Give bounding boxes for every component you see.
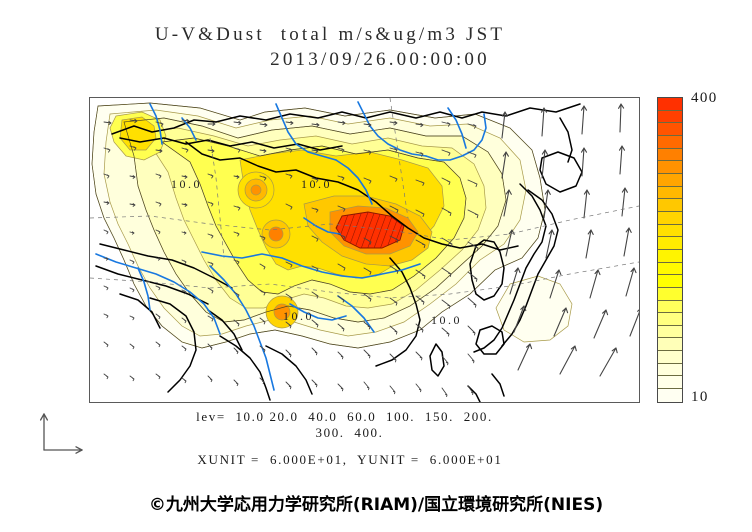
- colorbar-segment: [658, 199, 682, 212]
- colorbar-gradient[interactable]: [657, 97, 683, 403]
- contour-label-layer: 10.0 10.0 10.0 10.0: [171, 177, 462, 327]
- axis-unit-label: XUNIT = 6.000E+01, YUNIT = 6.000E+01: [197, 452, 503, 467]
- vector-scale-icon: [39, 413, 83, 454]
- contour-label: 10.0: [171, 177, 202, 191]
- dust-concentration-map: 10.0 10.0 10.0 10.0: [90, 98, 639, 402]
- contour-level-line-2: 300. 400.: [315, 425, 384, 440]
- colorbar-segment: [658, 249, 682, 263]
- colorbar-min-label: 10: [691, 389, 709, 405]
- dust-contour-fills: [91, 102, 573, 349]
- colorbar-segment: [658, 186, 682, 200]
- chart-title-block: U-V&Dust total m/s&ug/m3 JST 2013/09/26.…: [0, 22, 660, 72]
- copyright-credit: ©九州大学応用力学研究所(RIAM)/国立環境研究所(NIES): [148, 495, 604, 515]
- contour-level-line-1: lev= 10.0 20.0 40.0 60.0 100. 150. 200.: [196, 409, 493, 424]
- contour-label: 10.0: [283, 309, 314, 323]
- colorbar-segment: [658, 224, 682, 238]
- colorbar-max-label: 400: [691, 90, 718, 106]
- chart-title-line-1: U-V&Dust total m/s&ug/m3 JST: [154, 24, 506, 45]
- map-plot-frame[interactable]: 10.0 10.0 10.0 10.0: [89, 97, 640, 403]
- wind-vector-field: [103, 103, 639, 398]
- contour-label: 10.0: [301, 177, 332, 191]
- colorbar-segment: [658, 135, 682, 149]
- colorbar-segment: [658, 98, 682, 111]
- colorbar-legend[interactable]: 400 10: [657, 90, 716, 405]
- colorbar-segment: [658, 389, 682, 402]
- colorbar-segment: [658, 148, 682, 162]
- colorbar-segment: [658, 325, 682, 339]
- dust-contour-lines: [91, 102, 546, 349]
- colorbar-segment: [658, 173, 682, 187]
- colorbar-segment: [658, 161, 682, 174]
- colorbar-segment: [658, 262, 682, 276]
- contour-label: 10.0: [431, 313, 462, 327]
- chart-title-line-2: 2013/09/26.00:00:00: [270, 49, 490, 70]
- contour-level-legend: lev= 10.0 20.0 40.0 60.0 100. 150. 200. …: [89, 409, 640, 441]
- colorbar-segment: [658, 237, 682, 250]
- colorbar-segment: [658, 211, 682, 225]
- colorbar-segment: [658, 338, 682, 352]
- vector-scale-legend: [36, 406, 96, 456]
- colorbar-segment: [658, 376, 682, 390]
- colorbar-segment: [658, 351, 682, 364]
- colorbar-segment: [658, 363, 682, 377]
- reference-line-layer: [90, 98, 639, 299]
- colorbar-segment: [658, 287, 682, 301]
- colorbar-segment: [658, 275, 682, 288]
- colorbar-segment: [658, 123, 682, 136]
- colorbar-segment: [658, 313, 682, 326]
- river-layer: [95, 101, 487, 391]
- colorbar-segment: [658, 110, 682, 124]
- colorbar-segment: [658, 300, 682, 314]
- coastline-layer: [95, 103, 583, 402]
